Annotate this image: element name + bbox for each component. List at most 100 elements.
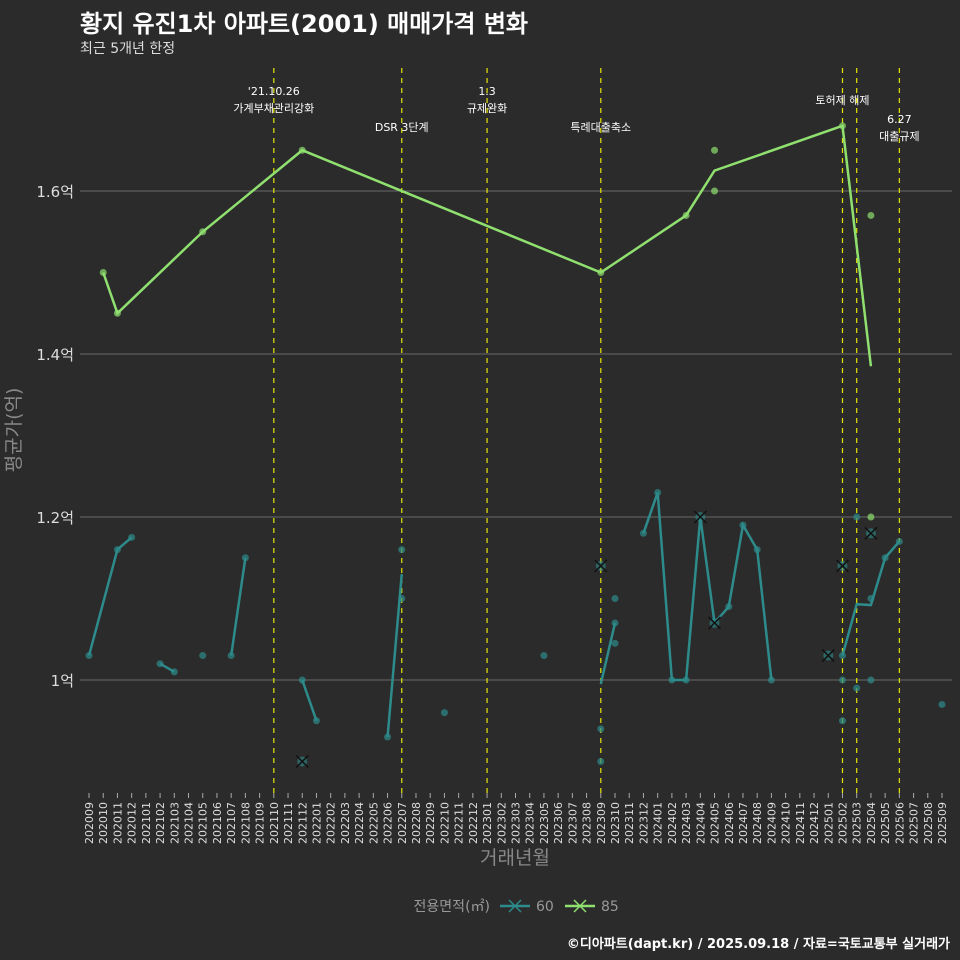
x-tick-label: 202301 — [481, 802, 494, 844]
data-point — [753, 546, 761, 554]
data-point — [881, 554, 889, 562]
data-point — [611, 619, 619, 627]
data-point — [668, 676, 676, 684]
y-tick-label: 1.2억 — [36, 509, 74, 527]
x-marker — [821, 649, 835, 663]
x-tick-label: 202412 — [808, 802, 821, 844]
x-tick-label: 202501 — [822, 802, 835, 844]
data-point — [398, 546, 406, 554]
data-point — [384, 733, 392, 741]
data-point — [597, 725, 605, 733]
data-point — [156, 660, 164, 668]
data-point — [711, 187, 719, 195]
source-caption: ©디아파트(dapt.kr) / 2025.09.18 / 자료=국토교통부 실… — [566, 937, 950, 952]
x-tick-label: 202010 — [97, 802, 110, 844]
event-label: 대출규제 — [879, 130, 919, 143]
x-marker — [594, 559, 608, 573]
legend-label: 60 — [536, 899, 554, 915]
x-tick-label: 202202 — [325, 802, 338, 844]
x-tick-label: 202506 — [893, 802, 906, 844]
x-tick-label: 202409 — [765, 802, 778, 844]
x-marker — [864, 526, 878, 540]
x-tick-label: 202112 — [296, 802, 309, 844]
event-label: 1.3 — [478, 85, 496, 98]
data-point — [711, 146, 719, 154]
event-label: 토허제 해제 — [815, 93, 869, 107]
x-tick-label: 202204 — [353, 802, 366, 844]
x-tick-label: 202305 — [538, 802, 551, 844]
x-tick-label: 202212 — [467, 802, 480, 844]
data-point — [739, 521, 747, 529]
x-tick-label: 202110 — [268, 802, 281, 844]
x-tick-label: 202107 — [225, 802, 238, 844]
x-tick-label: 202503 — [851, 802, 864, 844]
series-line — [642, 492, 773, 682]
y-tick-label: 1.4억 — [36, 346, 74, 364]
data-point — [597, 758, 605, 765]
data-point — [398, 595, 406, 602]
data-point — [128, 533, 136, 541]
series-85 — [99, 122, 875, 521]
x-tick-label: 202105 — [197, 802, 210, 844]
event-label: 규제완화 — [467, 102, 507, 115]
x-tick-label: 202307 — [566, 802, 579, 844]
x-tick-label: 202308 — [581, 802, 594, 844]
x-tick-label: 202207 — [396, 802, 409, 844]
y-tick-label: 1억 — [51, 672, 74, 690]
data-point — [440, 709, 448, 717]
x-marker — [693, 510, 707, 524]
event-label: DSR 3단계 — [375, 121, 429, 134]
x-marker — [835, 559, 850, 573]
x-tick-label: 202401 — [652, 802, 665, 844]
x-tick-label: 202210 — [438, 802, 451, 844]
legend-title: 전용면적(㎡) — [414, 899, 490, 915]
data-point — [540, 652, 548, 660]
legend-item-60: 60 — [500, 899, 554, 915]
x-tick-label: 202103 — [168, 802, 181, 844]
x-tick-label: 202303 — [510, 802, 523, 844]
x-tick-label: 202104 — [183, 802, 196, 844]
chart-subtitle: 최근 5개년 한정 — [80, 41, 176, 57]
x-tick-label: 202402 — [666, 802, 679, 844]
x-tick-label: 202304 — [524, 802, 537, 844]
x-tick-label: 202012 — [126, 802, 139, 844]
data-point — [597, 269, 605, 276]
data-point — [838, 122, 846, 130]
data-point — [767, 676, 775, 684]
data-point — [938, 700, 946, 708]
legend-x-icon — [573, 899, 587, 913]
x-tick-label: 202211 — [453, 802, 466, 844]
series-line — [386, 573, 404, 738]
data-point — [853, 684, 861, 692]
x-marker — [295, 754, 309, 769]
data-point — [867, 513, 875, 521]
series-line — [301, 679, 318, 722]
data-point — [867, 211, 875, 219]
event-label: 특례대출축소 — [570, 121, 631, 134]
data-point — [241, 554, 249, 562]
series-line — [87, 536, 133, 656]
x-tick-label: 202403 — [680, 802, 693, 844]
chart-title: 황지 유진1차 아파트(2001) 매매가격 변화 — [80, 10, 528, 38]
data-point — [611, 595, 619, 602]
x-tick-label: 202309 — [595, 802, 608, 844]
x-tick-label: 202311 — [623, 802, 636, 844]
y-axis-title: 평균가(억) — [3, 388, 25, 473]
event-label: '21.10.26 — [248, 85, 300, 98]
data-point — [838, 717, 846, 725]
x-tick-label: 202406 — [723, 802, 736, 844]
data-point — [867, 595, 875, 602]
event-label: 가계부채관리강화 — [233, 102, 314, 115]
x-tick-label: 202504 — [865, 802, 878, 844]
x-tick-label: 202508 — [922, 802, 935, 844]
x-tick-label: 202509 — [936, 802, 949, 844]
data-point — [611, 639, 619, 647]
data-point — [867, 676, 875, 684]
data-point — [85, 652, 93, 660]
data-point — [895, 537, 903, 545]
data-point — [113, 546, 121, 554]
data-point — [298, 676, 306, 684]
x-tick-label: 202209 — [424, 802, 437, 844]
data-point — [654, 489, 662, 497]
